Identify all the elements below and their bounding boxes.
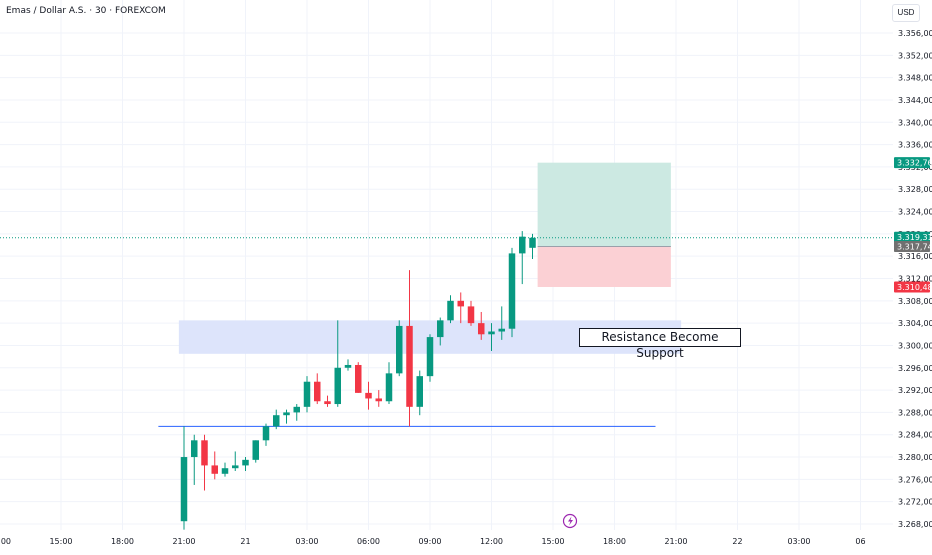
event-marker[interactable] bbox=[562, 513, 578, 529]
candles-layer bbox=[180, 231, 536, 530]
candle-body bbox=[180, 457, 188, 522]
candle-body bbox=[211, 465, 218, 474]
y-tick-label: 3.296,00 bbox=[898, 364, 932, 373]
candle-body bbox=[324, 401, 331, 405]
y-tick-label: 3.300,00 bbox=[898, 341, 932, 350]
x-tick-label: 12:00 bbox=[480, 537, 503, 546]
grid-lines bbox=[0, 0, 893, 530]
candle-body bbox=[498, 328, 505, 332]
y-tick-label: 3.328,00 bbox=[898, 185, 932, 194]
y-tick-label: 3.288,00 bbox=[898, 408, 932, 417]
candle-body bbox=[457, 300, 464, 307]
stop-zone-rect bbox=[537, 246, 671, 287]
candle-body bbox=[437, 320, 444, 338]
y-tick-label: 3.284,00 bbox=[898, 431, 932, 440]
candle-body bbox=[467, 306, 475, 324]
y-tick-label: 3.316,00 bbox=[898, 252, 932, 261]
y-tick-label: 3.276,00 bbox=[898, 475, 932, 484]
candle-body bbox=[262, 426, 270, 441]
x-tick-label: 21:00 bbox=[172, 537, 195, 546]
x-tick-label: 06 bbox=[855, 537, 865, 546]
annotation-label[interactable]: Resistance Become Support bbox=[579, 328, 741, 360]
x-tick-label: 12:00 bbox=[0, 537, 11, 546]
candle-body bbox=[416, 376, 423, 407]
candle-body bbox=[396, 325, 403, 374]
y-tick-label: 3.348,00 bbox=[898, 74, 932, 83]
candle-body bbox=[365, 392, 372, 399]
x-tick-label: 06:00 bbox=[357, 537, 380, 546]
candle-body bbox=[334, 367, 341, 405]
y-tick-label: 3.304,00 bbox=[898, 319, 932, 328]
candle-body bbox=[314, 381, 321, 402]
candle-body bbox=[488, 331, 495, 335]
y-tick-label: 3.324,00 bbox=[898, 208, 932, 217]
x-tick-label: 03:00 bbox=[295, 537, 318, 546]
y-tick-label: 3.268,00 bbox=[898, 520, 932, 529]
x-tick-label: 15:00 bbox=[49, 537, 72, 546]
y-tick-label: 3.344,00 bbox=[898, 96, 932, 105]
x-tick-label: 03:00 bbox=[787, 537, 810, 546]
x-tick-label: 18:00 bbox=[111, 537, 134, 546]
candle-body bbox=[375, 398, 382, 402]
candle-body bbox=[385, 373, 393, 402]
candle-body bbox=[478, 323, 485, 335]
price-badge-text: 3.332,76 bbox=[897, 159, 932, 168]
y-tick-label: 3.272,00 bbox=[898, 498, 932, 507]
y-tick-label: 3.280,00 bbox=[898, 453, 932, 462]
candle-body bbox=[221, 468, 229, 474]
x-tick-label: 09:00 bbox=[418, 537, 441, 546]
lightning-glyph bbox=[568, 516, 573, 526]
x-tick-label: 22 bbox=[732, 537, 742, 546]
y-tick-label: 3.336,00 bbox=[898, 141, 932, 150]
y-tick-label: 3.292,00 bbox=[898, 386, 932, 395]
price-axis[interactable]: 3.268,00 3.272,00 3.276,00 3.280,00 3.284,00… bbox=[898, 29, 932, 529]
levels-layer bbox=[0, 237, 893, 427]
candle-body bbox=[273, 415, 280, 427]
x-tick-label: 18:00 bbox=[603, 537, 626, 546]
candle-body bbox=[529, 237, 536, 248]
price-badge-text: 3.310,48 bbox=[897, 283, 932, 292]
price-badge bbox=[894, 281, 930, 293]
candle-body bbox=[344, 364, 352, 368]
candle-body bbox=[355, 364, 362, 393]
candle-body bbox=[519, 236, 526, 254]
price-badges: 3.332,763.319,3116:263.317,743.310,48 bbox=[894, 157, 932, 293]
candle-body bbox=[426, 337, 434, 377]
price-badge bbox=[894, 240, 930, 252]
symbol-title[interactable]: Emas / Dollar A.S. · 30 · FOREXCOM bbox=[6, 6, 166, 16]
time-axis[interactable]: 12:00 15:00 18:00 21:00 21 03:00 06:00 09:00 12:… bbox=[0, 537, 866, 546]
candle-body bbox=[232, 465, 239, 469]
candle-body bbox=[303, 381, 311, 407]
price-badge bbox=[894, 157, 930, 169]
y-tick-label: 3.340,00 bbox=[898, 118, 932, 127]
y-tick-label: 3.312,00 bbox=[898, 275, 932, 284]
y-tick-label: 3.356,00 bbox=[898, 29, 932, 38]
candle-body bbox=[447, 300, 454, 321]
currency-button[interactable]: USD bbox=[892, 4, 920, 22]
candle-body bbox=[252, 440, 259, 460]
candle-body bbox=[242, 459, 249, 466]
x-tick-label: 21:00 bbox=[664, 537, 687, 546]
candle-body bbox=[191, 440, 198, 458]
candle-body bbox=[201, 440, 208, 466]
candle-body bbox=[283, 412, 290, 416]
price-badge-text: 3.319,31 bbox=[897, 233, 932, 242]
x-tick-label: 15:00 bbox=[541, 537, 564, 546]
x-tick-label: 21 bbox=[240, 537, 250, 546]
y-tick-label: 3.308,00 bbox=[898, 297, 932, 306]
candle-body bbox=[406, 325, 413, 407]
y-tick-label: 3.352,00 bbox=[898, 51, 932, 60]
target-zone-rect bbox=[537, 162, 671, 247]
candle-body bbox=[508, 253, 516, 329]
price-badge-text: 3.317,74 bbox=[897, 242, 932, 251]
candle-body bbox=[293, 406, 300, 413]
